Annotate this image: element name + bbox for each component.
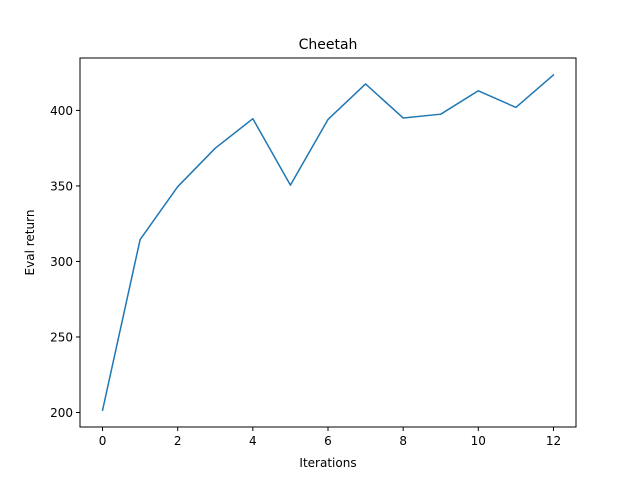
x-tick-label: 12 bbox=[546, 434, 561, 448]
x-tick-label: 8 bbox=[399, 434, 407, 448]
x-tick-label: 6 bbox=[324, 434, 332, 448]
y-axis-label: Eval return bbox=[23, 210, 37, 276]
chart-title: Cheetah bbox=[299, 37, 358, 53]
x-tick-label: 4 bbox=[249, 434, 257, 448]
plot-area bbox=[80, 58, 576, 427]
y-tick-label: 250 bbox=[50, 330, 73, 344]
plot-frame bbox=[79, 57, 577, 428]
y-tick-label: 350 bbox=[50, 179, 73, 193]
x-tick-label: 10 bbox=[471, 434, 486, 448]
x-axis-ticks: 0 2 4 6 8 10 12 bbox=[99, 427, 561, 448]
y-axis-ticks: 200 250 300 350 400 bbox=[50, 104, 80, 420]
x-tick-label: 2 bbox=[174, 434, 182, 448]
x-axis-label: Iterations bbox=[299, 456, 356, 470]
y-tick-label: 200 bbox=[50, 406, 73, 420]
x-tick-label: 0 bbox=[99, 434, 107, 448]
series-line bbox=[101, 73, 555, 412]
y-tick-label: 300 bbox=[50, 255, 73, 269]
y-tick-label: 400 bbox=[50, 104, 73, 118]
series-layer bbox=[101, 73, 555, 412]
